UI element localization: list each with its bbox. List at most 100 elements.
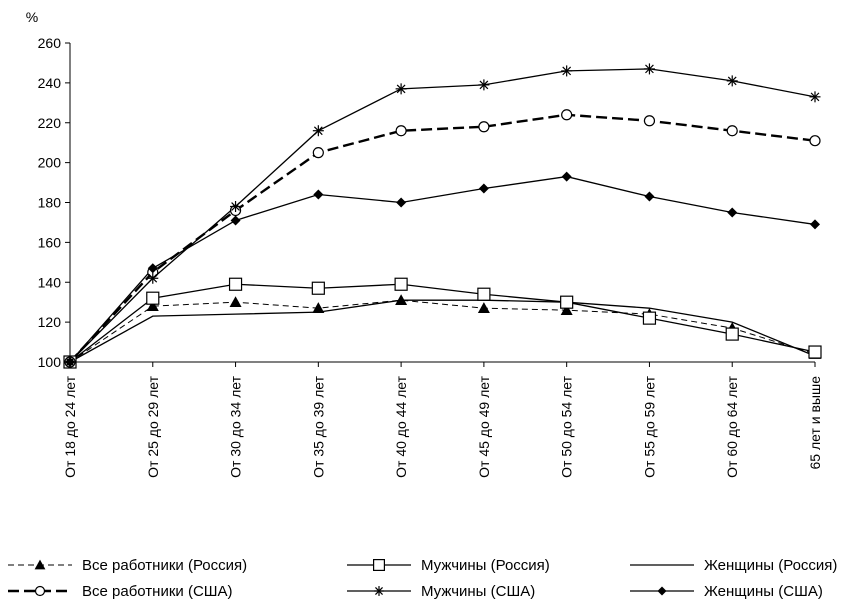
- star-marker: [374, 586, 384, 596]
- y-tick-label: 260: [38, 35, 62, 51]
- legend-label: Женщины (США): [704, 583, 823, 600]
- square-marker: [477, 287, 491, 301]
- diamond-marker: [396, 197, 407, 208]
- square-marker: [808, 345, 822, 359]
- y-tick-label: 240: [38, 75, 62, 91]
- star-marker-stroke: [148, 273, 158, 283]
- series-lines: [69, 68, 816, 363]
- legend-label: Мужчины (США): [421, 583, 535, 600]
- x-tick-label: 65 лет и выше: [807, 376, 823, 470]
- triangle-marker: [312, 302, 325, 313]
- axes: [69, 43, 815, 363]
- diamond-marker: [478, 183, 489, 194]
- star-marker-stroke: [313, 126, 323, 136]
- series-line-4: [69, 113, 816, 363]
- x-tick-label: От 30 до 34 лет: [228, 375, 244, 477]
- triangle-marker: [395, 294, 408, 305]
- circle-marker: [809, 135, 821, 147]
- diamond-marker: [727, 207, 738, 218]
- series-line-1: [69, 299, 816, 363]
- star-marker-stroke: [396, 84, 406, 94]
- star-marker-stroke: [727, 76, 737, 86]
- circle-marker: [726, 125, 738, 137]
- star-marker: [395, 83, 407, 95]
- x-tick-label: От 35 до 39 лет: [310, 375, 326, 477]
- square-marker: [642, 311, 657, 325]
- x-axis-ticks: От 18 до 24 лет От 25 до 29 лет От 30 до 3…: [62, 362, 823, 478]
- legend-label: Все работники (США): [82, 583, 233, 600]
- circle-marker: [34, 585, 46, 597]
- y-tick-label: 120: [38, 314, 62, 330]
- x-tick-label: От 25 до 29 лет: [145, 375, 161, 477]
- triangle-marker: [34, 559, 46, 570]
- star-marker: [643, 63, 655, 75]
- legend-label: Женщины (Россия): [704, 557, 837, 574]
- diamond-marker: [230, 215, 241, 226]
- y-tick-label: 140: [38, 274, 62, 290]
- y-tick-label: 220: [38, 115, 62, 131]
- y-tick-label: 180: [38, 195, 62, 211]
- legend-item: Женщины (США): [630, 583, 823, 600]
- legend-item: Мужчины (США): [347, 583, 535, 600]
- x-tick-label: От 18 до 24 лет: [62, 375, 78, 477]
- x-tick-label: От 60 до 64 лет: [724, 375, 740, 477]
- triangle-marker: [477, 302, 490, 313]
- star-marker: [726, 75, 738, 87]
- x-tick-label: От 45 до 49 лет: [476, 375, 492, 477]
- y-axis-ticks: 100 120 140 160 180 200 220 240 260: [38, 35, 70, 370]
- triangle-marker: [560, 304, 573, 315]
- series-line-2: [69, 283, 816, 363]
- legend-label: Мужчины (Россия): [421, 557, 550, 574]
- square-marker: [394, 277, 408, 291]
- star-marker: [312, 125, 324, 137]
- x-tick-label: От 55 до 59 лет: [641, 375, 657, 477]
- star-marker-stroke: [375, 587, 383, 595]
- y-axis-label: %: [26, 9, 38, 25]
- diamond-marker: [561, 171, 572, 182]
- square-marker: [228, 277, 243, 291]
- diamond-marker: [147, 263, 158, 274]
- series-markers: [63, 63, 822, 369]
- x-tick-label: От 40 до 44 лет: [393, 375, 409, 477]
- star-marker: [230, 200, 242, 212]
- square-marker: [146, 291, 160, 305]
- diamond-marker: [65, 357, 75, 367]
- circle-marker: [395, 125, 407, 137]
- x-tick-label: От 50 до 54 лет: [559, 375, 575, 477]
- star-marker-stroke: [231, 202, 240, 211]
- diamond-marker: [657, 586, 667, 596]
- triangle-marker: [229, 296, 242, 307]
- star-marker-stroke: [645, 64, 654, 74]
- legend-item: Все работники (Россия): [8, 557, 247, 574]
- circle-marker: [643, 115, 656, 127]
- star-marker-stroke: [562, 66, 572, 76]
- series-line-3: [69, 299, 816, 363]
- legend: Все работники (Россия) Мужчины (Россия) Же…: [8, 557, 837, 600]
- diamond-marker: [644, 191, 655, 202]
- y-tick-label: 160: [38, 234, 62, 250]
- legend-item: Все работники (США): [8, 583, 233, 600]
- circle-marker: [561, 109, 573, 121]
- triangle-marker: [146, 300, 159, 311]
- circle-marker: [312, 147, 324, 159]
- square-marker: [311, 281, 325, 295]
- star-marker-stroke: [810, 92, 820, 102]
- legend-item: Женщины (Россия): [630, 557, 837, 574]
- diamond-marker: [810, 219, 820, 230]
- star-marker-stroke: [479, 80, 489, 90]
- series-line-5: [69, 68, 816, 363]
- star-marker: [478, 79, 490, 91]
- star-marker: [561, 65, 573, 77]
- y-tick-label: 100: [38, 354, 62, 370]
- series-line-6: [69, 175, 816, 363]
- star-marker: [147, 272, 159, 284]
- diamond-marker: [313, 189, 324, 200]
- square-marker: [373, 558, 386, 571]
- y-tick-label: 200: [38, 155, 62, 171]
- square-marker: [560, 295, 574, 309]
- circle-marker: [478, 121, 490, 133]
- star-marker: [809, 91, 821, 103]
- legend-label: Все работники (Россия): [82, 557, 247, 574]
- square-marker: [725, 327, 739, 341]
